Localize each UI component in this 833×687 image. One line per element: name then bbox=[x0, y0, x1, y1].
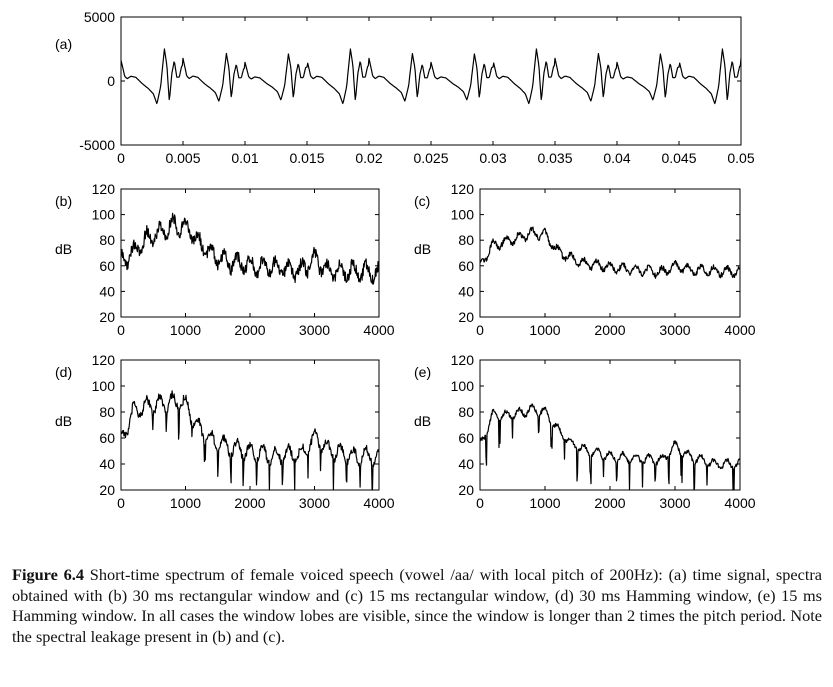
y-tick-label: 80 bbox=[458, 232, 474, 248]
caption-text: Short-time spectrum of female voiced spe… bbox=[12, 565, 823, 646]
y-tick-label: 40 bbox=[99, 283, 115, 299]
chart-panel-b: 0 1000 2000 3000 4000 120 100 80 60 40 20 (b) dB bbox=[55, 181, 395, 338]
y-axis-label: dB bbox=[55, 413, 72, 429]
series-line-e bbox=[479, 403, 741, 491]
x-tick-label: 0.04 bbox=[603, 150, 630, 166]
x-tick-label: 1000 bbox=[529, 322, 560, 338]
x-tick-label: 3000 bbox=[659, 322, 690, 338]
x-tick-label: 4000 bbox=[363, 322, 394, 338]
y-axis-label: dB bbox=[414, 413, 431, 429]
y-tick-label: 120 bbox=[451, 352, 475, 368]
y-tick-label: 100 bbox=[92, 207, 116, 223]
x-tick-label: 1000 bbox=[170, 322, 201, 338]
caption-label: Figure 6.4 bbox=[12, 565, 84, 584]
x-tick-label: 2000 bbox=[234, 322, 265, 338]
x-tick-label: 0 bbox=[476, 495, 484, 511]
axes-frame-b bbox=[120, 188, 380, 318]
panel-label: (a) bbox=[55, 36, 72, 52]
chart-panel-c: 0 1000 2000 3000 4000 120 100 80 60 40 20 (c) dB bbox=[414, 181, 756, 338]
x-tick-label: 1000 bbox=[170, 495, 201, 511]
y-tick-label: 120 bbox=[451, 181, 475, 197]
y-tick-label: 5000 bbox=[84, 9, 115, 25]
axes-frame-c bbox=[479, 188, 741, 318]
y-tick-label: 40 bbox=[458, 456, 474, 472]
axes-frame-e bbox=[479, 359, 741, 491]
series-line-b bbox=[120, 212, 380, 285]
figure-caption: Figure 6.4 Short-time spectrum of female… bbox=[12, 565, 822, 647]
panel-label: (c) bbox=[414, 193, 430, 209]
y-tick-label: 120 bbox=[92, 181, 116, 197]
axes-frame-a bbox=[120, 16, 742, 146]
x-tick-label: 0.045 bbox=[661, 150, 696, 166]
y-tick-label: 20 bbox=[458, 309, 474, 325]
x-tick-label: 3000 bbox=[659, 495, 690, 511]
x-tick-label: 4000 bbox=[724, 322, 755, 338]
series-line-a bbox=[120, 48, 742, 105]
x-tick-label: 0.035 bbox=[537, 150, 572, 166]
y-tick-label: 80 bbox=[99, 232, 115, 248]
chart-panel-d: 0 1000 2000 3000 4000 120 100 80 60 40 20 (d) dB bbox=[55, 352, 395, 511]
y-tick-label: 60 bbox=[99, 430, 115, 446]
x-tick-label: 0 bbox=[117, 322, 125, 338]
chart-panel-e: 0 1000 2000 3000 4000 120 100 80 60 40 20 (e) dB bbox=[414, 352, 756, 511]
x-tick-label: 0.015 bbox=[289, 150, 324, 166]
x-tick-label: 0 bbox=[117, 150, 125, 166]
y-tick-label: 120 bbox=[92, 352, 116, 368]
x-tick-label: 0.05 bbox=[727, 150, 754, 166]
y-tick-label: 0 bbox=[107, 73, 115, 89]
series-line-d bbox=[120, 390, 380, 491]
x-tick-label: 1000 bbox=[529, 495, 560, 511]
y-tick-label: 100 bbox=[451, 378, 475, 394]
x-tick-label: 2000 bbox=[594, 322, 625, 338]
x-tick-label: 0 bbox=[117, 495, 125, 511]
x-tick-label: 4000 bbox=[724, 495, 755, 511]
x-tick-label: 0 bbox=[476, 322, 484, 338]
y-tick-label: -5000 bbox=[79, 137, 115, 153]
figure-panels: 0 0.005 0.01 0.015 0.02 0.025 0.03 0.035 0.04 0.0… bbox=[55, 9, 756, 511]
x-tick-label: 3000 bbox=[299, 495, 330, 511]
y-tick-label: 100 bbox=[451, 207, 475, 223]
y-tick-label: 80 bbox=[99, 404, 115, 420]
x-tick-label: 0.025 bbox=[413, 150, 448, 166]
x-tick-label: 2000 bbox=[234, 495, 265, 511]
y-axis-label: dB bbox=[414, 241, 431, 257]
series-line-c bbox=[479, 226, 741, 279]
y-tick-label: 80 bbox=[458, 404, 474, 420]
y-tick-label: 40 bbox=[458, 283, 474, 299]
x-tick-label: 2000 bbox=[594, 495, 625, 511]
x-tick-label: 0.005 bbox=[165, 150, 200, 166]
y-tick-label: 40 bbox=[99, 456, 115, 472]
y-tick-label: 60 bbox=[458, 430, 474, 446]
axes-frame-d bbox=[120, 359, 380, 491]
x-tick-label: 4000 bbox=[363, 495, 394, 511]
x-tick-label: 0.03 bbox=[479, 150, 506, 166]
y-tick-label: 20 bbox=[458, 482, 474, 498]
panel-label: (e) bbox=[414, 364, 431, 380]
y-tick-label: 20 bbox=[99, 482, 115, 498]
y-tick-label: 20 bbox=[99, 309, 115, 325]
x-tick-label: 0.01 bbox=[231, 150, 258, 166]
y-axis-label: dB bbox=[55, 241, 72, 257]
y-tick-label: 100 bbox=[92, 378, 116, 394]
y-tick-label: 60 bbox=[99, 258, 115, 274]
x-tick-label: 0.02 bbox=[355, 150, 382, 166]
y-tick-label: 60 bbox=[458, 258, 474, 274]
panel-label: (b) bbox=[55, 193, 72, 209]
panel-label: (d) bbox=[55, 364, 72, 380]
x-tick-label: 3000 bbox=[299, 322, 330, 338]
chart-panel-a: 0 0.005 0.01 0.015 0.02 0.025 0.03 0.035 0.04 0.0… bbox=[55, 9, 755, 166]
